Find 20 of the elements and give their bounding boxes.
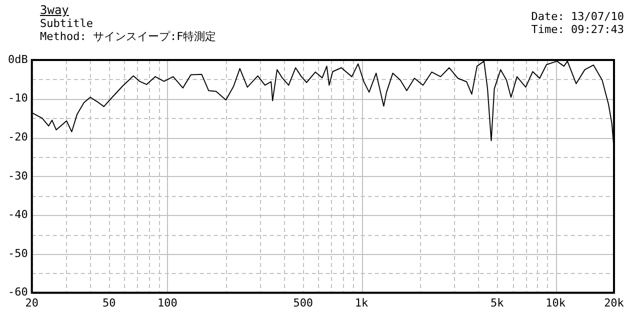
y-tick-label: -30 [8, 169, 28, 182]
y-tick-label: -40 [8, 208, 28, 222]
x-tick-label: 50 [102, 296, 116, 310]
y-tick-label: -10 [8, 92, 28, 105]
x-tick-label: 1k [354, 296, 369, 310]
x-tick-label: 500 [293, 296, 314, 310]
x-tick-label: 5k [490, 296, 504, 310]
chart-title: 3way [40, 3, 70, 17]
chart-subtitle: Subtitle [40, 17, 94, 30]
text: Time: 09:27:43 [531, 23, 624, 36]
y-tick-label: -60 [8, 286, 28, 299]
x-tick-label: 20k [604, 296, 624, 310]
text: Method: サインスイープ:F特測定 [40, 30, 216, 43]
text: Date: 13/07/10 [531, 10, 624, 23]
x-tick-label: 10k [546, 296, 566, 310]
y-tick-label: 0dB [8, 52, 28, 66]
y-tick-label: -20 [8, 130, 28, 144]
y-tick-label: -50 [8, 246, 28, 260]
x-tick-label: 100 [158, 296, 178, 310]
x-tick-label: 20 [25, 296, 38, 310]
